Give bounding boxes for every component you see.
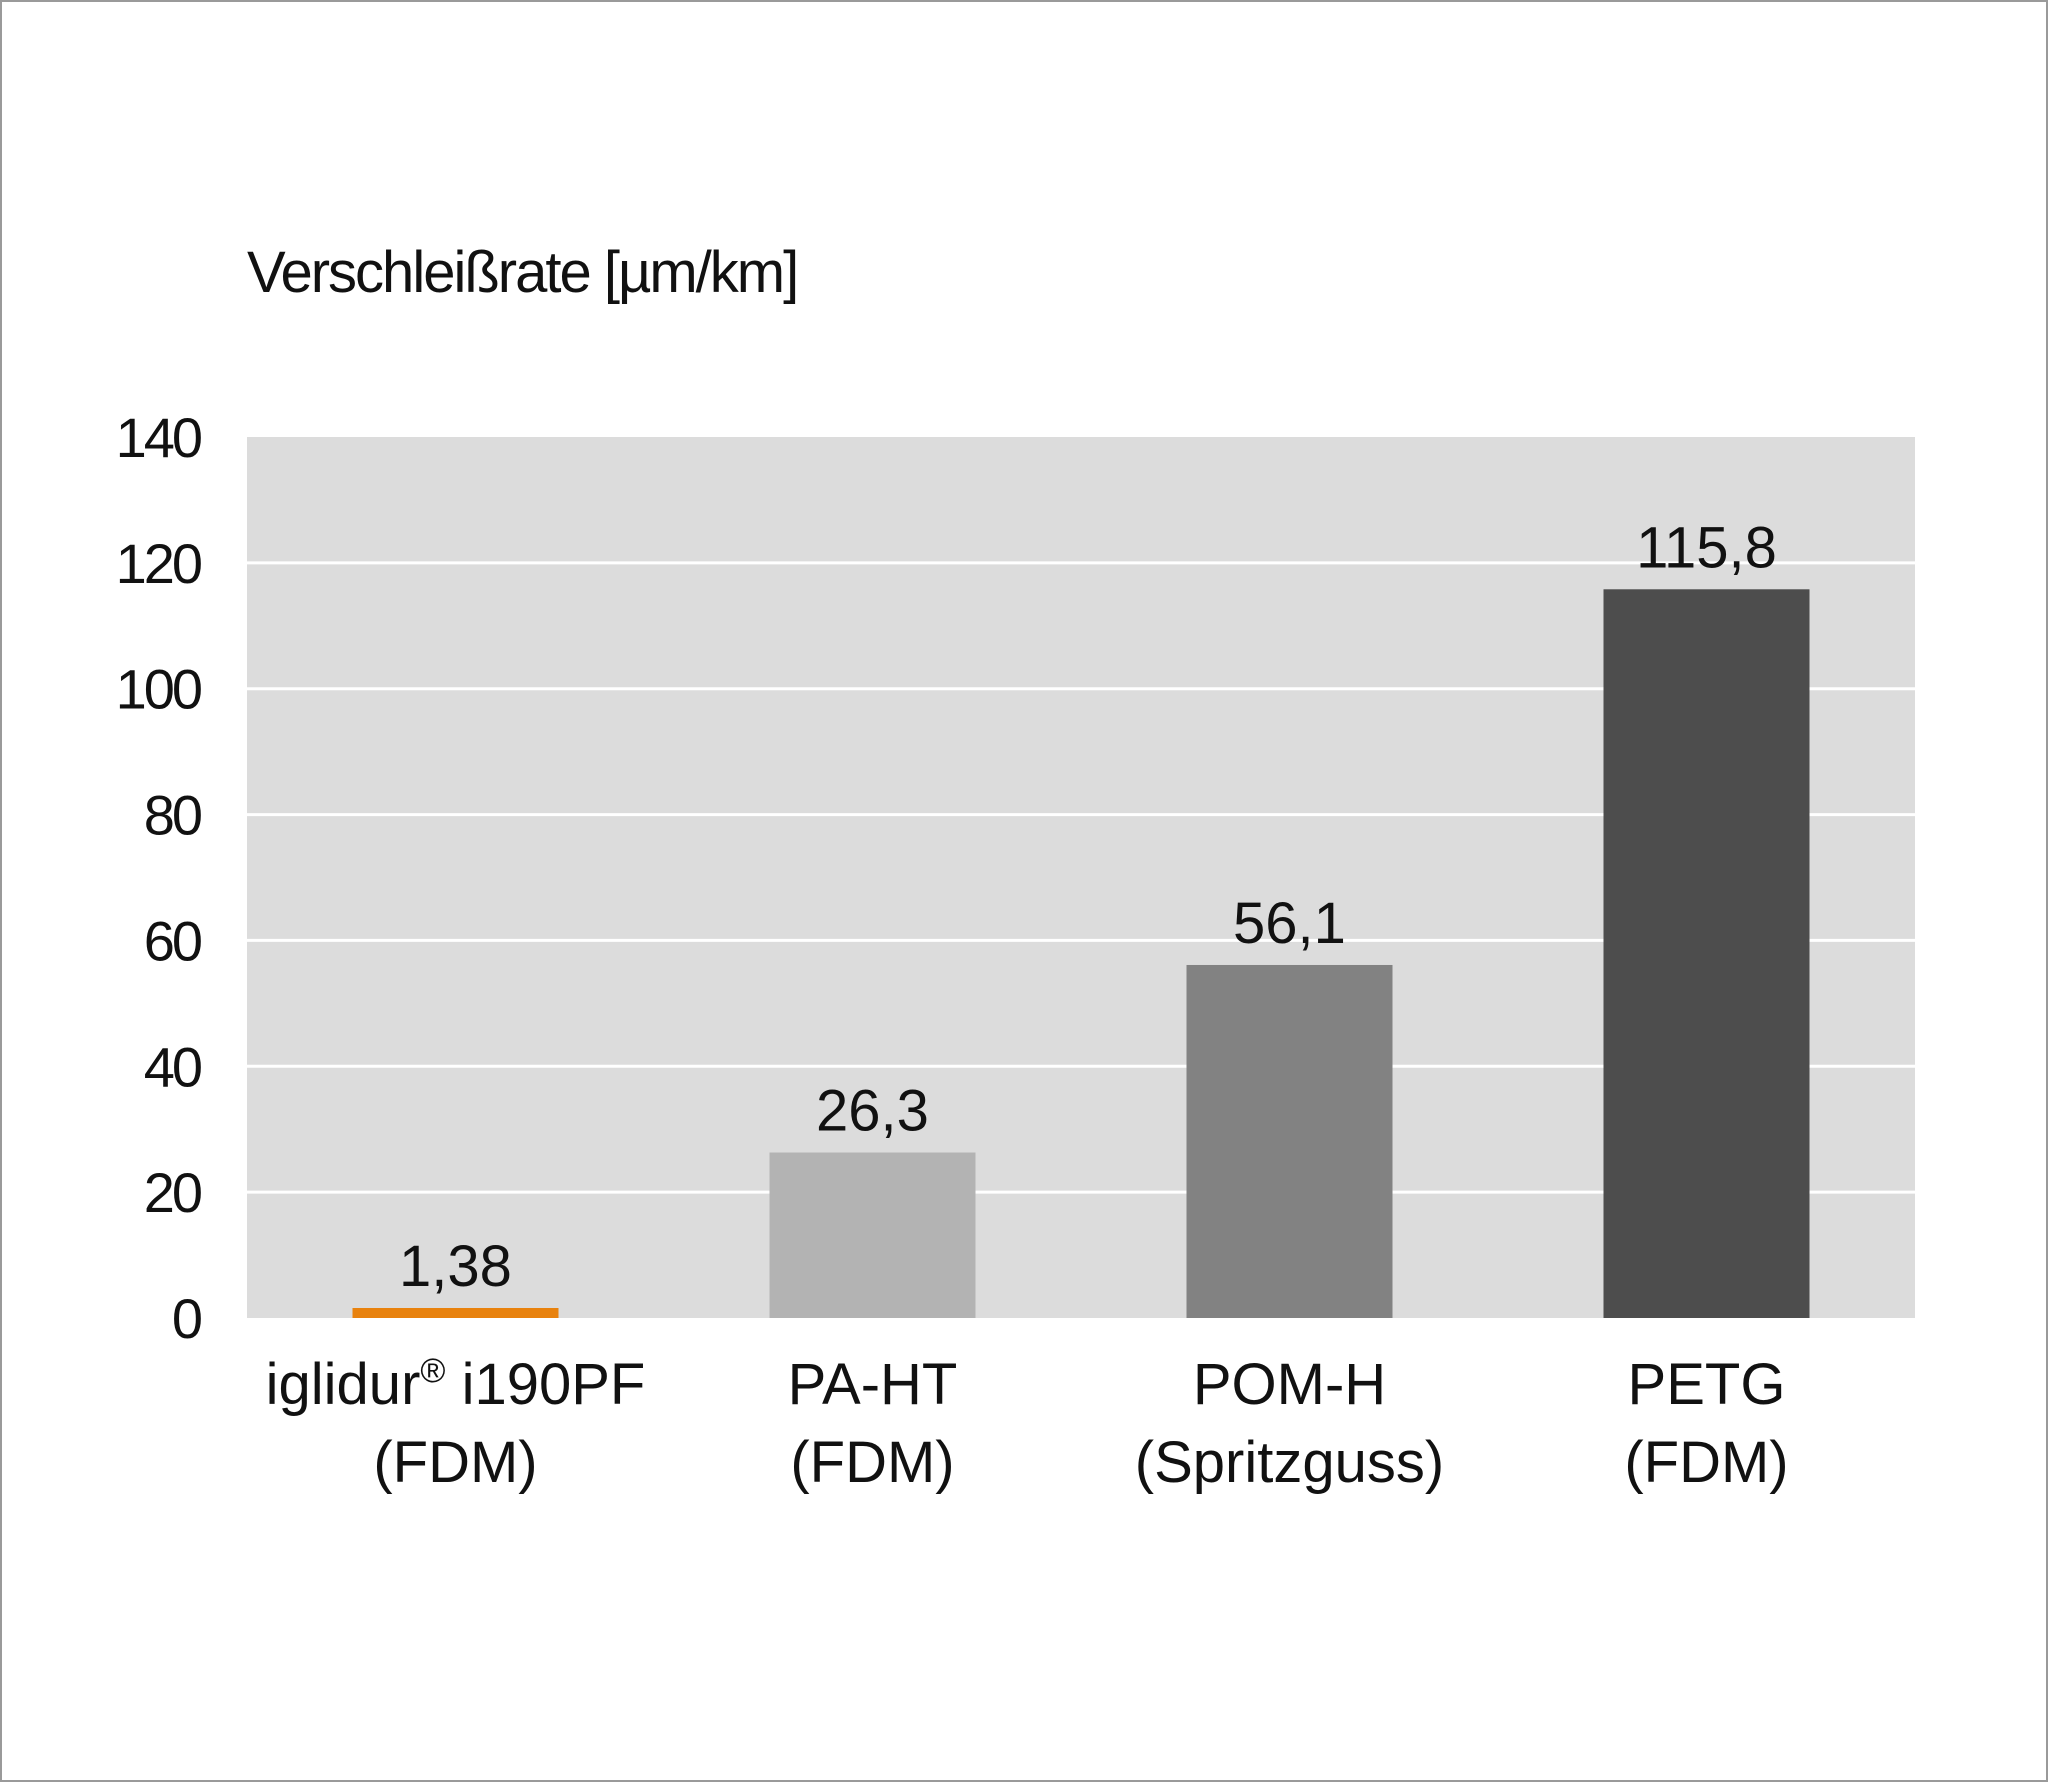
y-tick-label: 80 (144, 784, 201, 847)
category-label: PETG (1628, 1352, 1786, 1417)
registered-mark: ® (420, 1352, 445, 1390)
y-tick-label: 100 (116, 658, 201, 721)
category-label: PA-HT (788, 1352, 958, 1417)
y-tick-label: 60 (144, 909, 201, 972)
category-name: PA-HT (788, 1352, 958, 1417)
data-label: 115,8 (1636, 515, 1777, 580)
category-sublabel: (FDM) (790, 1430, 954, 1495)
bars (352, 589, 1810, 1318)
category-labels: iglidur® i190PF (FDM) PA-HT (FDM) POM-H (Spri… (266, 1352, 1789, 1495)
bar (1186, 964, 1393, 1318)
category-sublabel: (FDM) (373, 1430, 537, 1495)
y-tick-label: 0 (172, 1287, 201, 1350)
category-name: iglidur (266, 1352, 421, 1417)
y-tick-label: 120 (116, 532, 201, 595)
category-name: PETG (1628, 1352, 1786, 1417)
data-label: 26,3 (816, 1078, 929, 1143)
category-sublabel: (FDM) (1624, 1430, 1788, 1495)
data-label: 1,38 (399, 1234, 512, 1299)
bar (769, 1152, 976, 1318)
bar (352, 1308, 559, 1318)
y-tick-label: 40 (144, 1035, 201, 1098)
y-tick-label: 20 (144, 1161, 201, 1224)
category-sublabel: (Spritzguss) (1135, 1430, 1444, 1495)
category-name-suffix: i190PF (445, 1352, 645, 1417)
y-tick-label: 140 (116, 406, 201, 469)
category-label: POM-H (1193, 1352, 1386, 1417)
data-label: 56,1 (1233, 891, 1346, 956)
bar (1603, 589, 1810, 1318)
category-name: POM-H (1193, 1352, 1386, 1417)
value-labels: 1,38 26,3 56,1 115,8 (399, 515, 1777, 1299)
y-axis-ticks: 0 20 40 60 80 100 120 140 (116, 406, 204, 1350)
y-axis-label: Verschleißrate [µm/km] (247, 240, 797, 305)
category-label: iglidur® i190PF (266, 1352, 646, 1417)
